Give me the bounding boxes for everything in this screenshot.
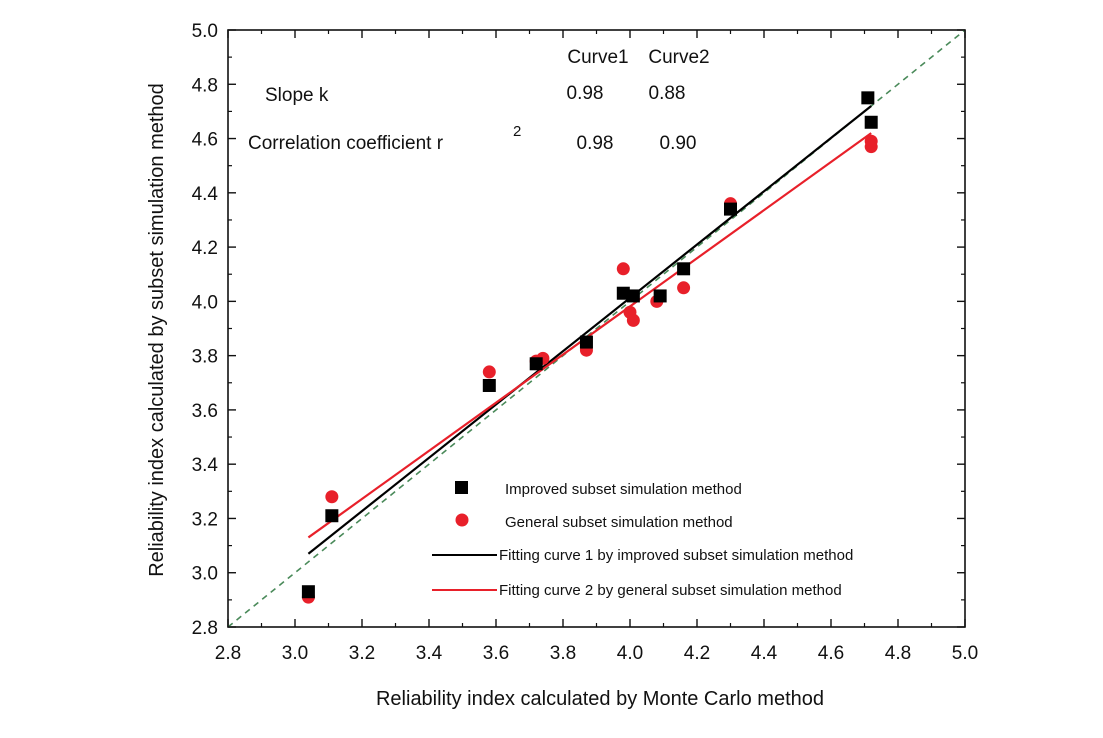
y-tick-label: 4.6 [192,130,218,151]
improved-method-point [529,357,543,371]
improved-method-point [677,262,691,276]
y-tick-label: 3.4 [192,455,219,476]
general-method-point [864,134,878,148]
general-method-point [325,490,339,504]
annotation-slope-curve1: 0.98 [567,83,604,104]
improved-method-point [724,202,737,216]
general-method-point [677,281,691,295]
legend-label-improved: Improved subset simulation method [505,481,742,498]
improved-method-point [325,509,339,523]
x-tick-label: 3.2 [349,643,375,664]
x-tick-label: 4.4 [751,643,778,664]
y-tick-label: 4.8 [192,75,218,96]
x-axis-title: Reliability index calculated by Monte Ca… [376,688,824,710]
data-points-layer [301,91,878,604]
legend-marker-improved-square [455,481,468,494]
reference-line-layer [227,29,966,628]
annotation-correlation-curve2: 0.90 [660,133,697,154]
annotation-header-curve2: Curve2 [648,47,709,68]
general-method-point [626,313,640,327]
annotation-slope-curve2: 0.88 [649,83,686,104]
y-axis-title: Reliability index calculated by subset s… [146,83,168,577]
x-tick-label: 3.0 [282,643,308,664]
x-tick-label: 4.6 [818,643,844,664]
axis-ticks-layer: 2.8 3.0 3.2 3.4 3.6 3.8 4.0 4.2 4.4 4.6 4.8 5.0 2.8 3… [192,21,979,664]
annotation-correlation-curve1: 0.98 [577,133,614,154]
y-tick-label: 5.0 [192,21,218,42]
x-tick-label: 3.8 [550,643,576,664]
legend-marker-general-circle [455,513,469,527]
y-tick-label: 2.8 [192,618,218,639]
annotation-correlation-superscript: 2 [513,123,521,140]
general-method-point [482,365,496,379]
annotation-slope-label: Slope k [265,85,329,106]
annotation-header-curve1: Curve1 [567,47,628,68]
legend-label-fit1: Fitting curve 1 by improved subset simul… [499,547,853,564]
improved-method-point [482,378,496,392]
y-tick-label: 3.0 [192,564,218,585]
legend-label-fit2: Fitting curve 2 by general subset simula… [499,582,842,599]
legend-label-general: General subset simulation method [505,514,733,531]
y-tick-label: 3.6 [192,401,218,422]
improved-method-point [864,115,878,129]
y-tick-label: 3.2 [192,509,218,530]
improved-method-point [579,335,593,349]
annotation-table: Curve1 Curve2 Slope k 0.98 0.88 Correlat… [248,47,710,154]
improved-method-point [616,286,630,300]
fit-line-2 [307,132,872,539]
y-tick-label: 4.0 [192,292,218,313]
improved-method-point [653,289,667,303]
general-method-point [616,262,630,276]
y-tick-label: 3.8 [192,347,218,368]
x-tick-label: 2.8 [215,643,241,664]
legend: Improved subset simulation method Genera… [432,481,853,599]
improved-method-point [626,289,640,303]
x-tick-label: 4.8 [885,643,911,664]
improved-method-point [861,91,875,105]
x-tick-label: 3.4 [416,643,443,664]
x-tick-label: 4.2 [684,643,710,664]
fit-lines-layer [307,105,872,555]
x-tick-label: 5.0 [952,643,978,664]
x-tick-label: 4.0 [617,643,643,664]
x-tick-label: 3.6 [483,643,509,664]
reference-diagonal-line [227,29,966,628]
fit-line-1 [307,105,872,555]
annotation-correlation-label: Correlation coefficient r [248,133,444,154]
y-tick-label: 4.2 [192,238,218,259]
improved-method-point [301,585,315,599]
y-tick-label: 4.4 [192,184,219,205]
